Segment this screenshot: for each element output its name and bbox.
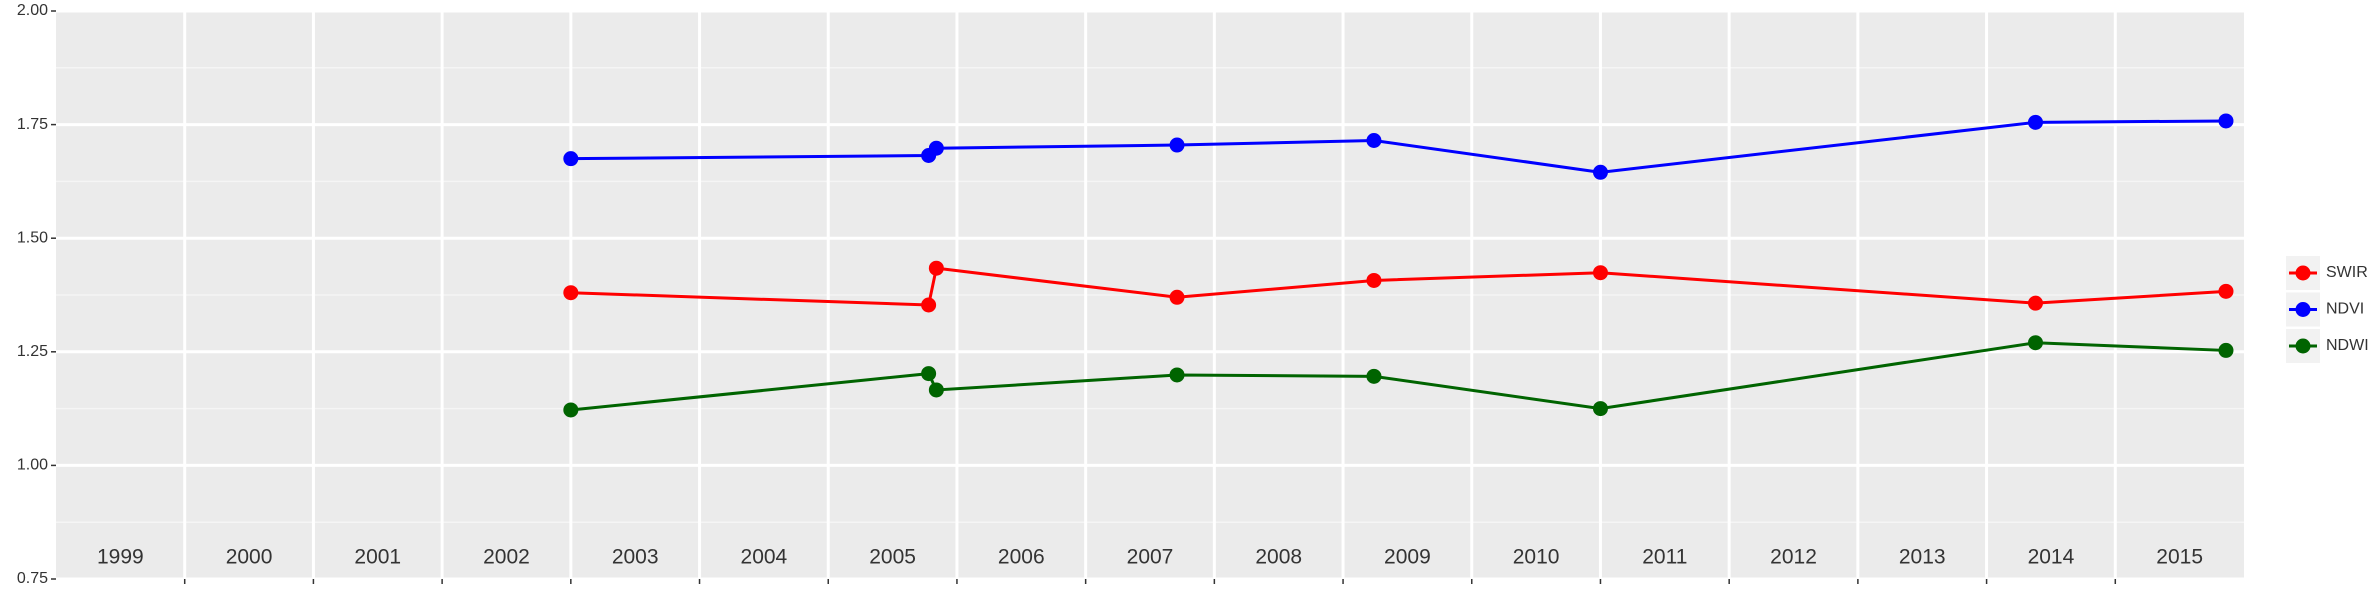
data-point xyxy=(2218,113,2234,129)
legend-point xyxy=(2295,265,2311,281)
data-point xyxy=(2027,295,2043,311)
data-point xyxy=(1366,272,1382,288)
x-tick-label: 2006 xyxy=(998,546,1045,569)
y-tick-label: 1.75 xyxy=(17,116,48,133)
legend-label: NDWI xyxy=(2326,337,2369,354)
x-tick-label: 2013 xyxy=(1899,546,1946,569)
x-tick-label: 2002 xyxy=(483,546,530,569)
x-tick-label: 2015 xyxy=(2156,546,2203,569)
data-point xyxy=(1169,137,1185,153)
x-tick-label: 2010 xyxy=(1513,546,1560,569)
y-tick-label: 1.00 xyxy=(17,457,48,474)
data-point xyxy=(2218,342,2234,358)
data-point xyxy=(921,297,937,313)
data-point xyxy=(928,140,944,156)
legend-label: SWIR xyxy=(2326,264,2368,281)
data-point xyxy=(1592,164,1608,180)
data-point xyxy=(928,260,944,276)
x-tick-label: 2009 xyxy=(1384,546,1431,569)
data-point xyxy=(2027,114,2043,130)
x-tick-label: 2014 xyxy=(2028,546,2075,569)
data-point xyxy=(563,402,579,418)
legend-label: NDVI xyxy=(2326,301,2364,318)
legend-point xyxy=(2295,338,2311,354)
y-tick-label: 1.50 xyxy=(17,229,48,246)
x-tick-label: 2008 xyxy=(1255,546,1302,569)
y-tick-label: 1.25 xyxy=(17,343,48,360)
y-tick-label: 0.75 xyxy=(17,570,48,587)
data-point xyxy=(1592,401,1608,417)
x-tick-label: 2005 xyxy=(869,546,916,569)
data-point xyxy=(928,382,944,398)
data-point xyxy=(1169,289,1185,305)
legend-point xyxy=(2295,302,2311,317)
x-tick-label: 2007 xyxy=(1127,546,1174,569)
x-tick-label: 2012 xyxy=(1770,546,1817,569)
x-tick-label: 2001 xyxy=(354,546,401,569)
data-point xyxy=(1592,265,1608,281)
data-point xyxy=(563,151,579,167)
x-tick-label: 2011 xyxy=(1642,546,1687,569)
y-tick-label: 2.00 xyxy=(17,2,48,19)
data-point xyxy=(2218,283,2234,299)
x-tick-label: 2004 xyxy=(741,546,788,569)
data-point xyxy=(1366,368,1382,384)
x-tick-label: 2003 xyxy=(612,546,659,569)
data-point xyxy=(2027,335,2043,351)
data-point xyxy=(563,285,579,301)
data-point xyxy=(1366,133,1382,149)
x-tick-label: 2000 xyxy=(226,546,273,569)
data-point xyxy=(921,366,937,382)
x-tick-label: 1999 xyxy=(97,546,144,569)
data-point xyxy=(1169,367,1185,383)
